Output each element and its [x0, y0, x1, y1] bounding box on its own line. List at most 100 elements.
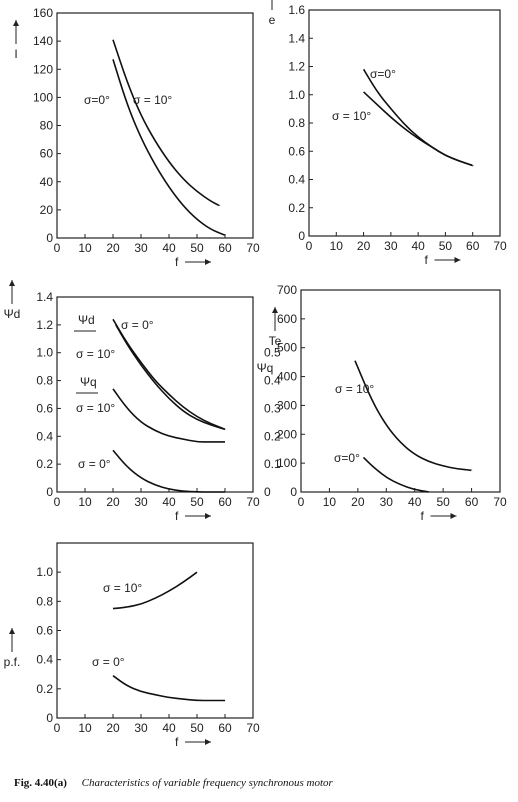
chart-3-series-label: σ = 10°	[335, 382, 374, 396]
chart-0-ytick-label: 160	[33, 6, 53, 20]
chart-1-ytick-label: 1.6	[288, 3, 305, 17]
chart-1-ytick-label: 1.2	[288, 60, 305, 74]
caption-text: Characteristics of variable frequency sy…	[81, 777, 333, 789]
chart-2-ytick-label: 0.6	[36, 401, 53, 415]
chart-0-ytick-label: 80	[40, 119, 54, 133]
chart-3-frame	[300, 289, 501, 493]
chart-3-xtick-label: 20	[351, 495, 365, 509]
chart-1-ytick-label: 0.8	[288, 116, 305, 130]
chart-4-xtick-label: 30	[134, 721, 148, 735]
chart-2-y2tick-label: 0.3	[264, 401, 281, 415]
chart-2-xtick-label: 30	[134, 495, 148, 509]
chart-4-series-line	[112, 675, 225, 702]
chart-2-series-line	[112, 449, 225, 493]
chart-3-yarrow-head	[272, 307, 278, 313]
chart-4-xtick-label: 20	[106, 721, 120, 735]
chart-0-ytick-label: 140	[33, 34, 53, 48]
figure-caption: Fig. 4.40(a) Characteristics of variable…	[14, 777, 333, 789]
chart-2-ytick-label: 1.4	[36, 290, 53, 304]
chart-1-xtick-label: 20	[357, 239, 371, 253]
chart-0-series-label: σ = 10°	[133, 93, 172, 107]
chart-2-yarrow-head	[9, 280, 15, 286]
chart-2-ytick-label: 0.2	[36, 457, 53, 471]
chart-3-xtick-label: 70	[493, 495, 507, 509]
chart-2-xlabel: f	[175, 509, 179, 523]
chart-0-xlabel: f	[175, 255, 179, 269]
figure-label: Fig. 4.40(a)	[14, 777, 67, 789]
chart-2-xtick-label: 20	[106, 495, 120, 509]
chart-4-ytick-label: 1.0	[36, 565, 53, 579]
chart-2-annotation: σ = 0°	[121, 318, 154, 332]
chart-1-series-label: σ = 10°	[332, 109, 371, 123]
chart-3-series-line	[354, 360, 473, 472]
chart-1-xtick-label: 40	[411, 239, 425, 253]
chart-2-xtick-label: 60	[218, 495, 232, 509]
chart-0-frame	[56, 12, 254, 239]
chart-3-ylabel: Te	[269, 334, 282, 348]
chart-0-series-line	[112, 39, 221, 207]
chart-2-series-line	[115, 324, 226, 431]
chart-1-ytick-label: 1.4	[288, 31, 305, 45]
chart-2-xtick-label: 40	[162, 495, 176, 509]
chart-2-xtick-label: 10	[78, 495, 92, 509]
chart-1-series-line	[363, 91, 474, 167]
chart-2-y2tick-label: 0.2	[264, 429, 281, 443]
chart-0-series-label: σ=0°	[84, 93, 110, 107]
chart-0-xtick-label: 10	[78, 241, 92, 255]
chart-0-ytick-label: 100	[33, 90, 53, 104]
chart-2-annotation: Ψd	[78, 313, 95, 327]
chart-3-xtick-label: 40	[408, 495, 422, 509]
chart-4-xtick-label: 60	[218, 721, 232, 735]
chart-4-frame	[56, 542, 254, 719]
chart-3-xtick-label: 60	[465, 495, 479, 509]
chart-0-xtick-label: 50	[190, 241, 204, 255]
chart-2-ytick-label: 0.4	[36, 429, 53, 443]
chart-1-xtick-label: 50	[439, 239, 453, 253]
chart-3-xlabel: f	[421, 509, 425, 523]
chart-1-xtick-label: 10	[330, 239, 344, 253]
chart-0-xtick-label: 0	[54, 241, 61, 255]
chart-1-ytick-label: 0.4	[288, 173, 305, 187]
chart-2-annotation: σ = 10°	[76, 401, 115, 415]
chart-2-frame	[56, 296, 254, 493]
chart-2-xtick-label: 0	[54, 495, 61, 509]
chart-1-xarrow-head	[454, 257, 461, 263]
chart-0-xtick-label: 70	[246, 241, 260, 255]
chart-0-ytick-label: 0	[46, 231, 53, 245]
chart-2-y2tick-label: 0.5	[264, 346, 281, 360]
chart-3-xtick-label: 50	[436, 495, 450, 509]
chart-4-xtick-label: 10	[78, 721, 92, 735]
chart-1-xtick-label: 0	[306, 239, 313, 253]
chart-4-xarrow-head	[205, 739, 211, 745]
chart-3-series-line	[362, 456, 430, 493]
chart-4-ytick-label: 0.4	[36, 653, 53, 667]
chart-4-series-line	[112, 571, 198, 610]
chart-0-series-line	[112, 59, 226, 236]
chart-2-y2tick-label: 0.1	[264, 457, 281, 471]
chart-2-ylabel: Ψd	[4, 307, 21, 321]
chart-1-xtick-label: 60	[466, 239, 480, 253]
chart-0-ytick-label: 120	[33, 62, 53, 76]
chart-4-xlabel: f	[175, 735, 179, 749]
chart-4-xtick-label: 40	[162, 721, 176, 735]
chart-4-ylabel: p.f.	[4, 655, 21, 669]
chart-4-ytick-label: 0.6	[36, 624, 53, 638]
chart-3-series-label: σ=0°	[334, 451, 360, 465]
chart-0-ytick-label: 40	[40, 175, 54, 189]
chart-0-ylabel: I	[14, 47, 17, 61]
chart-0-xarrow-head	[205, 259, 211, 265]
chart-1-xtick-label: 70	[493, 239, 507, 253]
chart-0-xtick-label: 30	[134, 241, 148, 255]
chart-4-ytick-label: 0.8	[36, 594, 53, 608]
chart-1-series-line	[362, 68, 474, 167]
chart-2-series-line	[112, 388, 225, 443]
chart-2-ytick-label: 1.2	[36, 318, 53, 332]
chart-3-ytick-label: 700	[277, 283, 297, 297]
chart-2-xtick-label: 70	[246, 495, 260, 509]
chart-4-xtick-label: 0	[54, 721, 61, 735]
chart-2-ytick-label: 1.0	[36, 346, 53, 360]
chart-1-ytick-label: 0.6	[288, 144, 305, 158]
chart-4-ytick-label: 0.2	[36, 682, 53, 696]
chart-2-series-line	[112, 318, 226, 431]
chart-4-yarrow-head	[9, 628, 15, 634]
